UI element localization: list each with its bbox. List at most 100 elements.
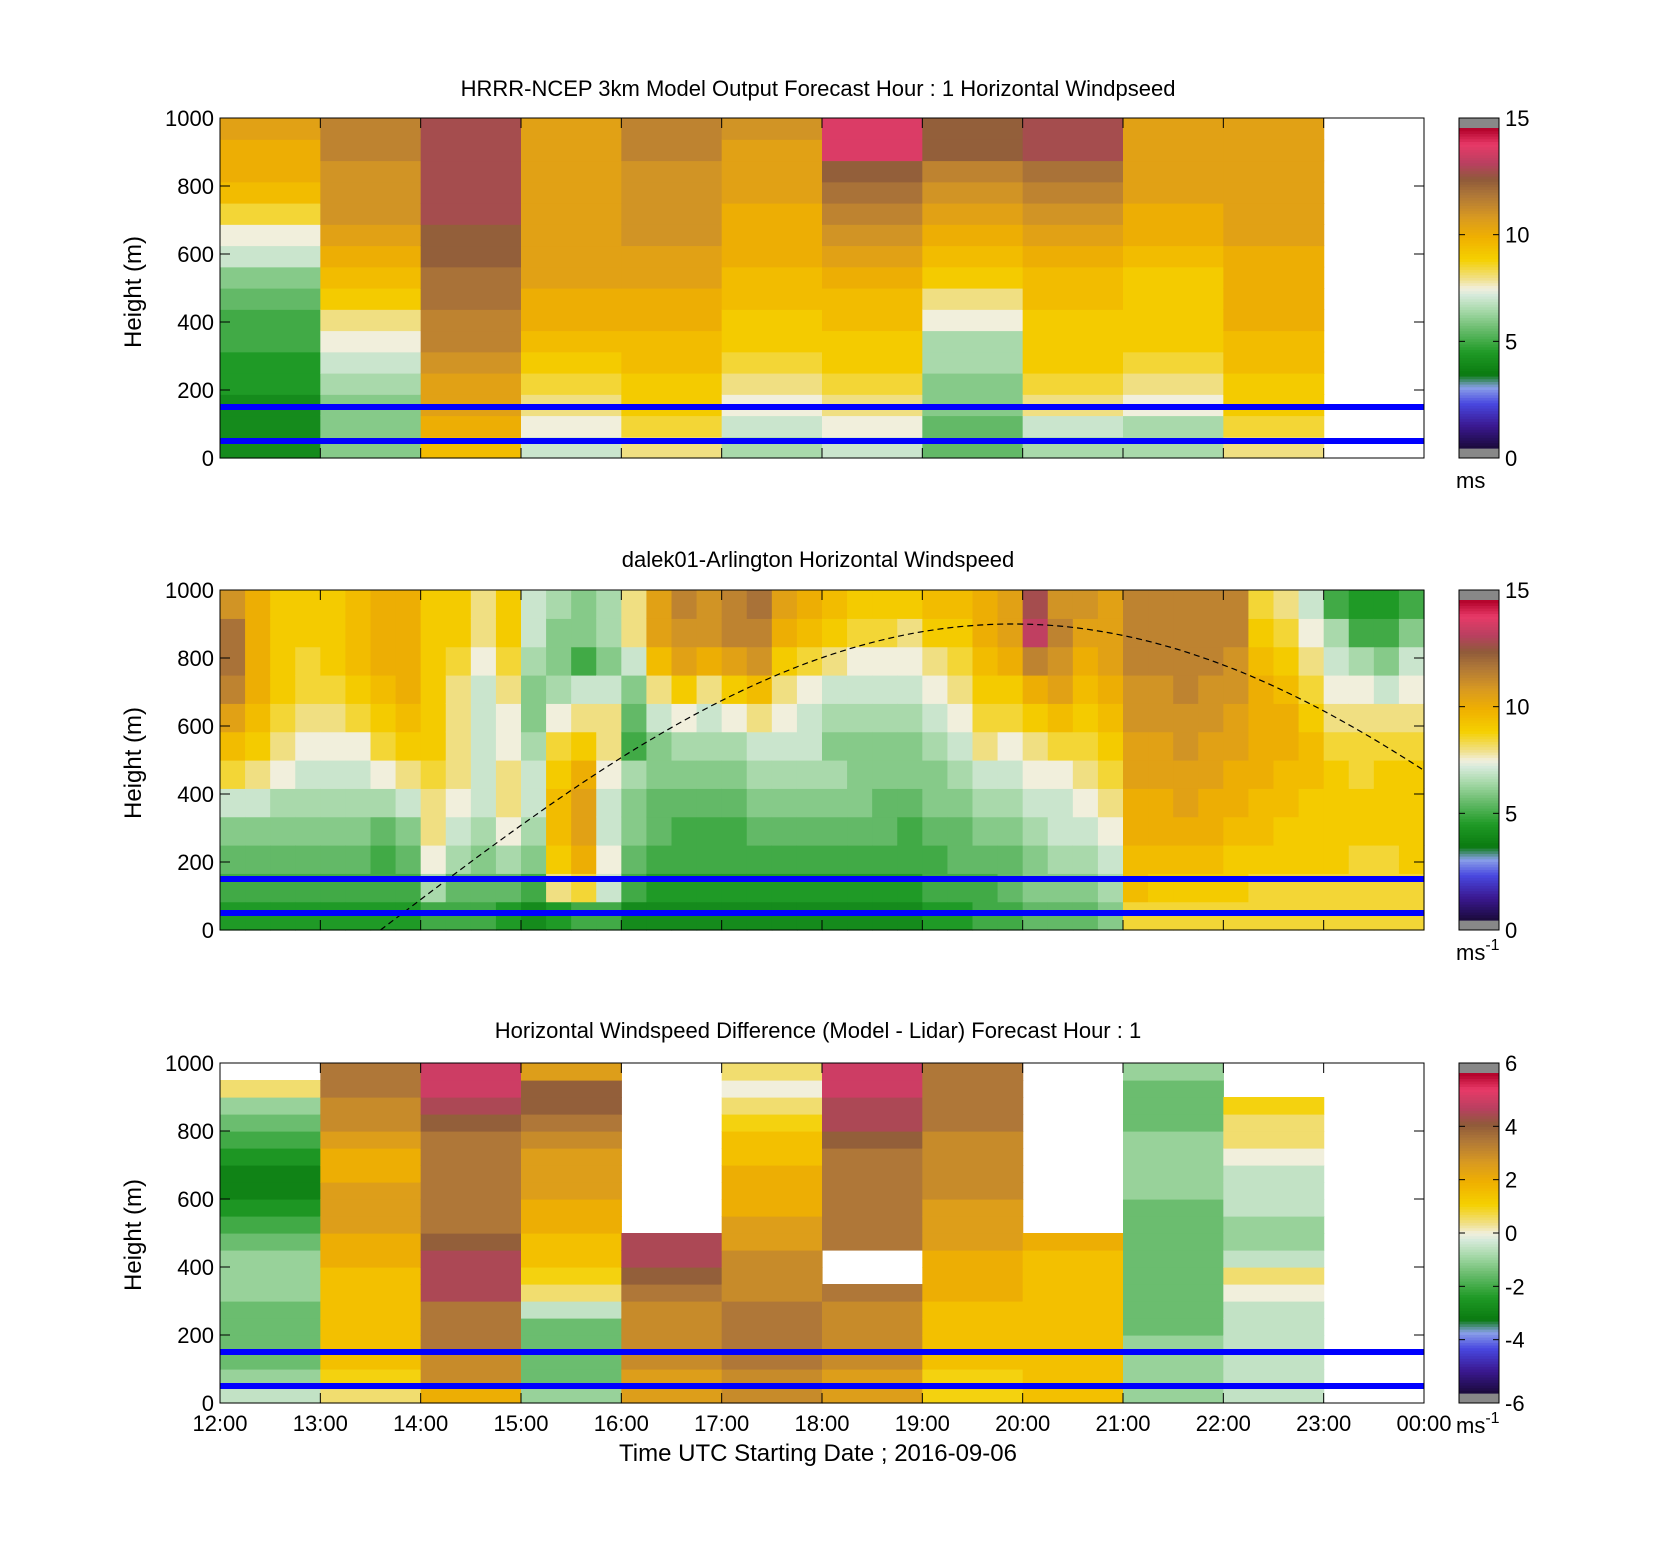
heatmap-cell — [671, 901, 698, 931]
heatmap-cell — [1223, 1233, 1325, 1251]
heatmap-cell — [721, 618, 748, 648]
colorbar-segment — [1459, 672, 1499, 676]
colorbar-segment — [1459, 1153, 1499, 1157]
heatmap-cell — [345, 788, 372, 818]
heatmap-cell — [596, 646, 622, 676]
colorbar-segment — [1459, 632, 1499, 636]
heatmap-cell — [1123, 1284, 1224, 1302]
colorbar-segment — [1459, 669, 1499, 673]
colorbar-segment — [1459, 218, 1499, 222]
colorbar-segment — [1459, 661, 1499, 665]
heatmap-cell — [897, 590, 923, 619]
heatmap-cell — [1223, 816, 1250, 846]
heatmap-cell — [822, 1097, 923, 1115]
colorbar-segment — [1459, 1158, 1499, 1162]
colorbar-segment — [1459, 605, 1499, 609]
heatmap-cell — [245, 646, 271, 676]
colorbar-segment — [1459, 1081, 1499, 1085]
heatmap-cell — [1022, 1369, 1124, 1387]
heatmap-cell — [1273, 703, 1300, 733]
heatmap-cell — [1022, 266, 1124, 289]
colorbar-segment — [1459, 202, 1499, 206]
heatmap-cell — [320, 1267, 422, 1285]
x-tick-label: 00:00 — [1396, 1411, 1451, 1436]
heatmap-cell — [495, 816, 522, 846]
heatmap-cell — [746, 816, 773, 846]
heatmap-cell — [1047, 731, 1074, 761]
colorbar-segment — [1459, 413, 1499, 417]
colorbar-segment — [1459, 1286, 1499, 1290]
heatmap-cell — [696, 618, 723, 648]
colorbar-segment — [1459, 1177, 1499, 1181]
heatmap-cell — [596, 703, 622, 733]
heatmap-cell — [270, 760, 296, 789]
heatmap-cell — [872, 760, 898, 789]
heatmap-cell — [621, 373, 723, 395]
heatmap-cell — [671, 618, 698, 648]
heatmap-cell — [897, 816, 923, 846]
colorbar-segment — [1459, 1078, 1499, 1082]
colorbar-segment — [1459, 1174, 1499, 1178]
colorbar-segment — [1459, 256, 1499, 260]
heatmap-cell — [1022, 224, 1124, 247]
heatmap-cell — [696, 901, 723, 931]
x-tick-label: 15:00 — [493, 1411, 548, 1436]
heatmap-cell — [521, 1250, 622, 1268]
colorbar-segment — [1459, 1259, 1499, 1263]
heatmap-cell — [771, 590, 798, 619]
colorbar-segment — [1459, 216, 1499, 220]
heatmap-cell — [922, 901, 949, 931]
heatmap-cell — [1123, 309, 1224, 332]
heatmap-cell — [420, 1216, 522, 1234]
heatmap-cell — [1323, 590, 1350, 619]
heatmap-cell — [420, 901, 447, 931]
heatmap-cell — [922, 845, 949, 874]
colorbar-segment — [1459, 157, 1499, 161]
colorbar-segment — [1459, 405, 1499, 409]
colorbar-segment — [1459, 1131, 1499, 1135]
heatmap-cell — [596, 845, 622, 874]
heatmap-cell — [420, 1165, 522, 1183]
heatmap-cell — [721, 1301, 823, 1319]
heatmap-cell — [1047, 646, 1074, 676]
colorbar-segment — [1459, 1265, 1499, 1269]
heatmap-cell — [922, 1352, 1024, 1370]
heatmap-cell — [947, 703, 974, 733]
heatmap-cell — [1373, 845, 1400, 874]
heatmap-cell — [1123, 1335, 1224, 1353]
heatmap-cell — [1273, 901, 1300, 931]
heatmap-cell — [370, 675, 397, 704]
heatmap-cell — [771, 618, 798, 648]
heatmap-cell — [746, 788, 773, 818]
heatmap-cell — [1398, 816, 1425, 846]
heatmap-cell — [1173, 731, 1199, 761]
heatmap-cell — [1223, 646, 1250, 676]
heatmap-cell — [1198, 901, 1224, 931]
heatmap-cell — [646, 760, 673, 789]
heatmap-cell — [847, 731, 873, 761]
x-tick-label: 12:00 — [192, 1411, 247, 1436]
colorbar-segment — [1459, 261, 1499, 265]
heatmap-cell — [220, 703, 246, 733]
heatmap-cell — [721, 1131, 823, 1149]
colorbar-segment — [1459, 701, 1499, 705]
heatmap-cell — [320, 309, 422, 332]
heatmap-cell — [847, 703, 873, 733]
colorbar-segment — [1459, 434, 1499, 438]
heatmap-cell — [470, 901, 497, 931]
heatmap-cell — [320, 415, 422, 438]
heatmap-cell — [721, 703, 748, 733]
heatmap-cell — [370, 703, 397, 733]
colorbar-segment — [1459, 264, 1499, 268]
heatmap-cell — [1123, 646, 1149, 676]
heatmap-cell — [771, 760, 798, 789]
heatmap-cell — [571, 646, 597, 676]
heatmap-cell — [822, 309, 923, 332]
colorbar-segment — [1459, 272, 1499, 276]
heatmap-cell — [1047, 816, 1074, 846]
heatmap-cell — [1373, 646, 1400, 676]
heatmap-cell — [721, 1267, 823, 1285]
heatmap-cell — [395, 845, 422, 874]
heatmap-cell — [621, 845, 648, 874]
colorbar-segment — [1459, 245, 1499, 249]
